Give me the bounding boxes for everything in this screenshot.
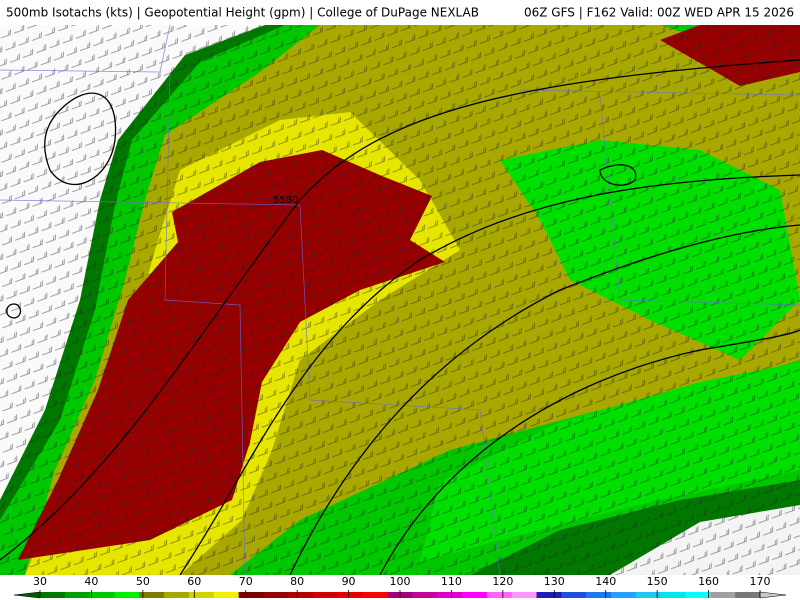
colorbar-swatch: [89, 592, 115, 598]
colorbar-swatch: [486, 592, 513, 598]
colorbar-swatch: [437, 592, 463, 598]
colorbar-swatch: [188, 592, 215, 598]
colorbar-swatch: [238, 592, 264, 598]
header-left: 500mb Isotachs (kts) | Geopotential Heig…: [6, 6, 479, 20]
colorbar-swatch: [313, 592, 339, 598]
colorbar-label: 140: [595, 575, 616, 588]
colorbar-label: 50: [136, 575, 150, 588]
colorbar-swatch: [40, 592, 66, 598]
colorbar-swatch: [586, 592, 612, 598]
borders: [0, 25, 800, 575]
colorbar-swatch: [635, 592, 662, 598]
wind-barbs: [0, 25, 800, 575]
colorbar-label: 30: [33, 575, 47, 588]
colorbar-label: 40: [84, 575, 98, 588]
colorbar-swatch: [213, 592, 240, 598]
colorbar-swatch: [288, 592, 314, 598]
colorbar-swatch: [735, 592, 761, 598]
colorbar-swatch: [536, 592, 562, 598]
colorbar-label: 130: [544, 575, 565, 588]
colorbar-swatch: [164, 592, 190, 598]
colorbar-swatch: [611, 592, 637, 598]
colorbar-label: 60: [187, 575, 201, 588]
colorbar-swatch: [263, 592, 289, 598]
height-contours: [0, 59, 800, 575]
colorbar-swatch: [685, 592, 711, 598]
contour-label: 5580: [273, 195, 298, 206]
colorbar-label: 150: [647, 575, 668, 588]
colorbar-swatch: [462, 592, 488, 598]
colorbar-swatch: [660, 592, 687, 598]
map: 5580: [0, 25, 800, 575]
colorbar-label: 70: [239, 575, 253, 588]
colorbar-label: 90: [342, 575, 356, 588]
colorbar-swatch: [64, 592, 91, 598]
colorbar-swatch: [412, 592, 438, 598]
colorbar-swatch: [561, 592, 587, 598]
colorbar-swatch: [362, 592, 389, 598]
colorbar-swatch: [710, 592, 736, 598]
colorbar-label: 110: [441, 575, 462, 588]
header-right: 06Z GFS | F162 Valid: 00Z WED APR 15 202…: [524, 6, 794, 20]
colorbar-swatch: [337, 592, 364, 598]
colorbar-label: 100: [390, 575, 411, 588]
colorbar-swatch: [139, 592, 165, 598]
colorbar-label: 170: [750, 575, 771, 588]
colorbar-swatch: [511, 592, 538, 598]
colorbar-label: 120: [492, 575, 513, 588]
colorbar-swatch: [114, 592, 140, 598]
header-bar: [0, 0, 800, 25]
colorbar-label: 80: [290, 575, 304, 588]
colorbar-label: 160: [698, 575, 719, 588]
colorbar: 30 40 50 60 70 80 90 100 110 120 130 140 150 160 170: [13, 575, 787, 599]
